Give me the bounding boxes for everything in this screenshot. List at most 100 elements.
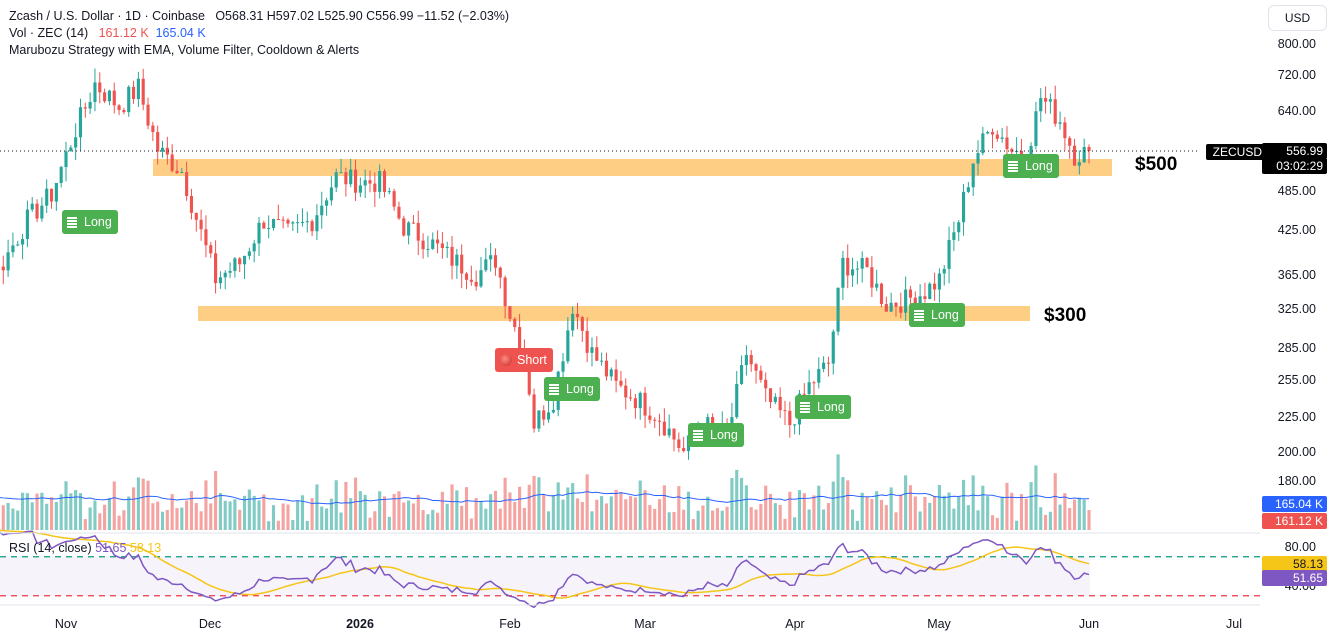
volume-bar (426, 514, 430, 530)
volume-bar (498, 508, 502, 530)
candle-body (199, 219, 203, 230)
rsi-band (0, 556, 1090, 596)
volume-bar (1029, 482, 1033, 530)
rsi-ma-tag: 58.13 (1262, 556, 1327, 572)
volume-bar (165, 510, 169, 530)
candle-body (450, 246, 454, 266)
volume-bar (74, 490, 78, 530)
candle-body (595, 347, 599, 361)
volume-bar (185, 500, 189, 530)
candle-body (561, 361, 565, 372)
candle-body (855, 268, 859, 270)
candle-body (286, 219, 290, 224)
volume-bar (358, 491, 362, 530)
volume-bar (633, 497, 637, 530)
candle-body (49, 188, 54, 202)
candle-body (107, 90, 111, 102)
volume-bar (98, 513, 102, 530)
candle-body (503, 277, 507, 307)
signal-long-2[interactable]: Long (544, 377, 600, 401)
candle-body (759, 370, 763, 380)
volume-bar (672, 511, 676, 530)
volume-bar (334, 480, 338, 530)
volume-bar (363, 494, 367, 530)
candle-body (648, 415, 652, 420)
candle-body (218, 277, 222, 284)
candle-body (315, 215, 319, 232)
signal-long-5[interactable]: Long (909, 303, 965, 327)
signal-long-1[interactable]: Long (62, 210, 118, 234)
volume-bar (817, 485, 821, 530)
volume-bar (571, 483, 575, 530)
volume-bar (435, 512, 440, 530)
candle-body (662, 421, 666, 436)
rsi-value: 51.65 (95, 541, 127, 555)
volume-bar (88, 507, 92, 530)
candle-body (64, 151, 68, 168)
volume-bar (392, 494, 396, 530)
candle-body (378, 171, 382, 192)
volume-bar (1024, 498, 1028, 530)
volume-bar (493, 490, 498, 530)
candle-body (1058, 122, 1062, 124)
candle-body (363, 180, 367, 186)
candle-body (247, 251, 251, 256)
volume-bar (566, 487, 570, 530)
candle-body (1005, 137, 1009, 150)
volume-bar (508, 492, 512, 530)
candle-body (435, 239, 440, 244)
candle-body (460, 254, 464, 274)
volume-bar (276, 520, 280, 530)
volume-bar (445, 503, 449, 530)
volume-bar (421, 510, 425, 530)
time-tick-label: Feb (499, 617, 521, 631)
signal-long-3[interactable]: Long (688, 423, 744, 447)
volume-bar (503, 477, 507, 530)
candle-body (870, 267, 874, 288)
candle-body (233, 258, 237, 271)
volume-bar (1044, 514, 1048, 530)
candle-body (21, 239, 25, 245)
time-tick-label: 2026 (346, 617, 374, 631)
candle-body (904, 289, 908, 313)
volume-bar (937, 484, 941, 530)
candle-body (566, 330, 570, 362)
candle-body (228, 270, 232, 273)
volume-bar (54, 502, 58, 530)
rsi-tick-label: 80.00 (1285, 540, 1316, 554)
candle-body (194, 212, 198, 220)
axes: 800.00 720.00 640.00 485.00 425.00 365.00 325.… (0, 37, 1316, 631)
candle-body (310, 221, 314, 232)
candle-body (88, 101, 92, 109)
candle-body (846, 257, 850, 276)
candle-body (93, 82, 97, 102)
candle-body (643, 392, 647, 416)
candle-body (744, 355, 748, 366)
currency-button[interactable]: USD (1268, 5, 1327, 31)
candle-body (25, 209, 29, 240)
symbol-tag: ZECUSD (1206, 144, 1266, 160)
candle-body (252, 243, 256, 252)
candle-body (368, 180, 372, 184)
candle-body (638, 392, 642, 409)
candle-body (489, 255, 493, 260)
volume-bar (103, 504, 107, 530)
volume-bar (580, 502, 584, 530)
volume-bar (440, 491, 444, 530)
volume-bar (715, 508, 720, 530)
candle-body (122, 109, 126, 113)
volume-bar (812, 495, 816, 530)
volume-bar (793, 517, 797, 530)
signal-short-1[interactable]: Short (495, 348, 553, 372)
candle-body (677, 439, 681, 448)
candle-body (1048, 99, 1052, 102)
candle-body (479, 270, 483, 287)
candle-body (344, 172, 348, 185)
signal-long-6[interactable]: Long (1003, 154, 1059, 178)
volume-bar (759, 503, 763, 530)
signal-long-4[interactable]: Long (795, 395, 851, 419)
volume-bar (831, 481, 835, 530)
volume-bar (735, 469, 739, 530)
price-tag: 556.99 (1262, 143, 1327, 159)
